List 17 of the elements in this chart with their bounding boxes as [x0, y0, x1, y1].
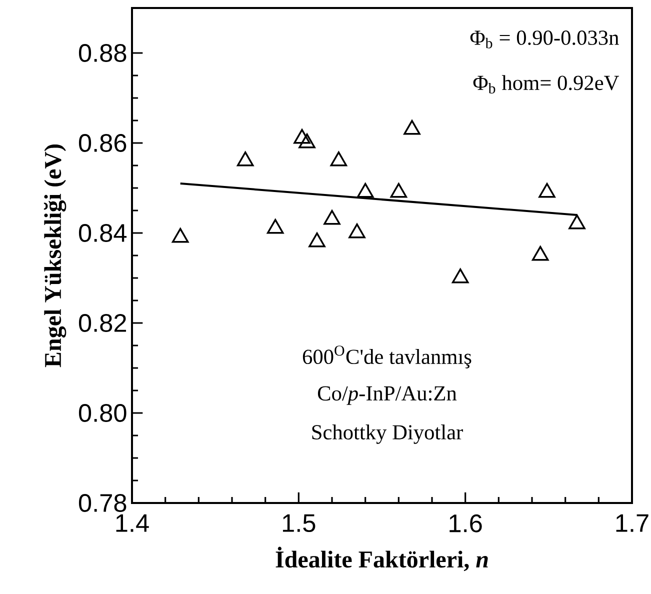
annotation: Schottky Diyotlar: [312, 424, 463, 444]
y-tick-label: 0.78: [78, 494, 126, 512]
x-tick-label: 1.4: [116, 514, 149, 532]
annotation: 600$^{O}$C'de tavlanmış: [302, 346, 472, 368]
y-tick-label: 0.80: [78, 404, 126, 422]
x-tick-label: 1.6: [450, 514, 482, 532]
y-tick-label: 0.82: [78, 314, 126, 332]
y-tick-label: 0.88: [78, 44, 126, 62]
x-tick-label: 1.5: [282, 514, 316, 532]
x-axis-title: İdealite Faktörleri, n: [276, 546, 488, 572]
annotation: Φ$_{b}$ hom= 0.92eV: [473, 75, 619, 94]
x-tick-label: 1.7: [616, 514, 648, 532]
annotation: Φ$_{b}$ = 0.90-0.033n: [470, 30, 619, 48]
y-axis-title: Engel Yüksekliği (eV): [44, 144, 66, 368]
y-tick-label: 0.86: [78, 134, 126, 152]
annotation: Co/p-InP/Au:Zn: [318, 386, 457, 405]
y-tick-label: 0.84: [78, 224, 127, 242]
